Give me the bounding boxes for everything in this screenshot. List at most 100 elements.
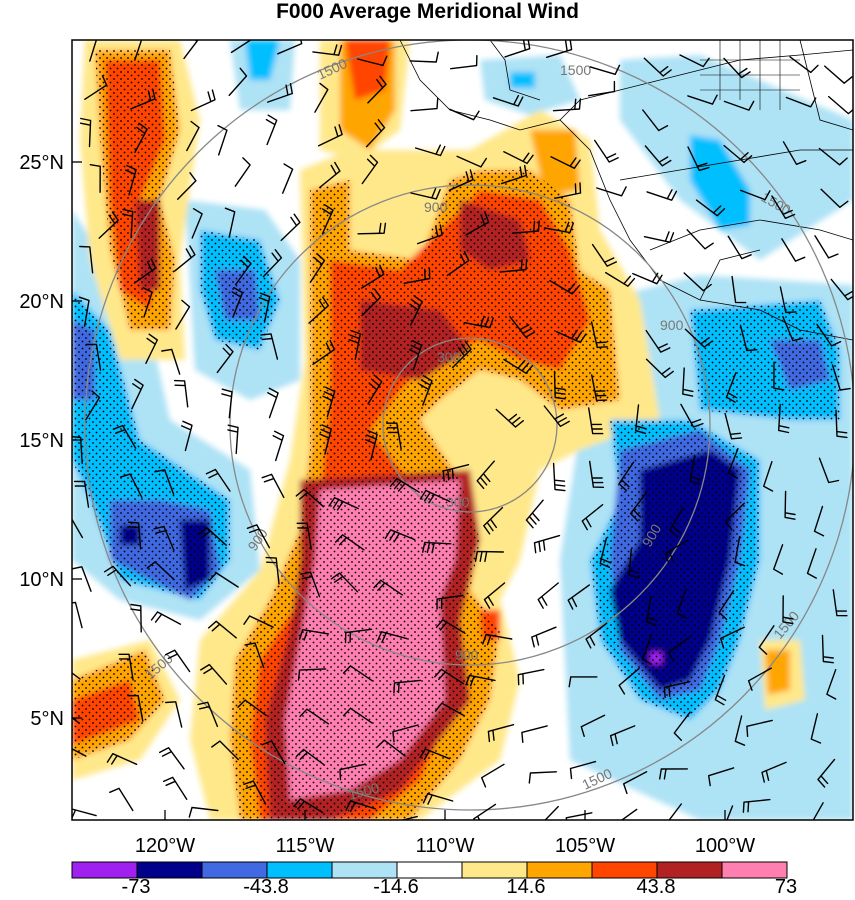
wind-barb — [533, 534, 561, 554]
ring-label: 900 — [660, 317, 684, 333]
wind-barb — [747, 667, 772, 691]
lon-ticks — [164, 810, 726, 820]
wind-barb — [726, 805, 734, 820]
wind-barb — [367, 75, 387, 104]
wind-barb — [174, 245, 196, 272]
wind-barb — [361, 288, 382, 317]
lat-label: 15°N — [19, 430, 64, 452]
wind-barb — [679, 54, 710, 68]
wind-barb — [260, 333, 279, 360]
wind-barb — [173, 379, 189, 408]
wind-barb — [267, 387, 279, 419]
wind-barb — [150, 611, 182, 625]
wind-barb — [643, 57, 672, 77]
wind-barb — [588, 80, 616, 97]
lon-label: 120°W — [135, 835, 195, 857]
wind-barb — [816, 323, 842, 347]
wind-barb — [812, 802, 824, 820]
wind-barb — [133, 258, 157, 284]
wind-barb — [727, 448, 739, 479]
fill-light-blue-ne — [620, 55, 853, 260]
wind-barb — [782, 595, 794, 625]
wind-barb — [554, 182, 582, 199]
wind-barb — [724, 412, 743, 440]
ring-label: 900 — [455, 647, 479, 663]
wind-barb — [342, 707, 373, 724]
wind-barb — [165, 649, 191, 673]
wind-barb — [72, 566, 92, 592]
wind-barb — [682, 367, 694, 397]
wind-barb — [436, 594, 464, 610]
wind-barb — [821, 634, 834, 664]
wind-barb — [376, 739, 406, 757]
wind-barb — [72, 518, 84, 539]
wind-barb — [72, 601, 83, 629]
wind-barb — [620, 808, 638, 820]
wind-barb — [782, 315, 804, 342]
wind-barb — [663, 681, 691, 698]
wind-barb — [773, 361, 785, 391]
wind-barb — [676, 588, 687, 619]
colorbar-tick-label: 73 — [775, 876, 797, 898]
wind-barb — [161, 348, 181, 375]
wind-barb — [632, 272, 663, 285]
wind-barb — [103, 565, 132, 587]
fill-medium-blue-ne — [690, 135, 750, 230]
wind-barb — [552, 98, 582, 112]
colorbar-tick-label: -43.8 — [243, 876, 289, 898]
wind-barb — [645, 595, 658, 626]
wind-barb — [695, 199, 726, 217]
wind-barb — [585, 622, 608, 649]
wind-barb — [127, 694, 144, 722]
fill-medium-blue-strip — [245, 40, 280, 80]
wind-barb — [434, 668, 464, 685]
wind-barb — [817, 758, 836, 788]
wind-barb — [85, 390, 101, 421]
lon-label: 115°W — [276, 835, 335, 857]
state-grid-lines — [700, 40, 800, 110]
wind-barb — [481, 763, 505, 788]
wind-barb — [483, 506, 504, 535]
colorbar-tick-label: -14.6 — [373, 876, 419, 898]
wind-barb — [365, 119, 386, 148]
wind-barb — [495, 408, 524, 428]
wind-barb — [543, 405, 570, 427]
wind-barb — [629, 492, 647, 522]
wind-barb — [211, 740, 239, 761]
wind-barb — [569, 760, 597, 780]
wind-barb — [465, 212, 490, 236]
wind-barb — [414, 144, 446, 157]
wind-barb — [208, 572, 239, 588]
wind-barb — [687, 146, 710, 172]
wind-barb — [483, 582, 506, 609]
wind-barb — [818, 147, 848, 166]
wind-barb — [72, 672, 81, 680]
fill-medium-blue-top — [510, 72, 535, 88]
wind-barb — [588, 407, 604, 435]
wind-barb — [98, 211, 119, 239]
wind-barb — [416, 224, 443, 245]
lon-labels: 120°W 115°W 110°W 105°W 100°W — [135, 835, 755, 857]
wind-barb — [410, 97, 439, 112]
wind-barb — [594, 139, 619, 163]
wind-barb — [555, 329, 587, 344]
wind-barb — [645, 358, 674, 379]
wind-barb — [154, 469, 175, 495]
wind-barb — [521, 725, 548, 743]
wind-barb — [623, 771, 648, 795]
wind-barb — [243, 615, 274, 628]
wind-barb — [345, 800, 377, 812]
wind-barb — [525, 499, 544, 529]
wind-barb — [334, 534, 365, 551]
wind-barb — [500, 164, 527, 185]
wind-barb — [826, 669, 837, 700]
wind-barb — [224, 207, 236, 238]
wind-barb — [119, 473, 143, 498]
wind-barb — [376, 631, 408, 643]
wind-barb — [295, 488, 325, 508]
wind-barb — [499, 258, 528, 273]
wind-barb — [409, 340, 423, 371]
lat-ticks — [72, 161, 82, 719]
wind-barb — [308, 296, 329, 324]
